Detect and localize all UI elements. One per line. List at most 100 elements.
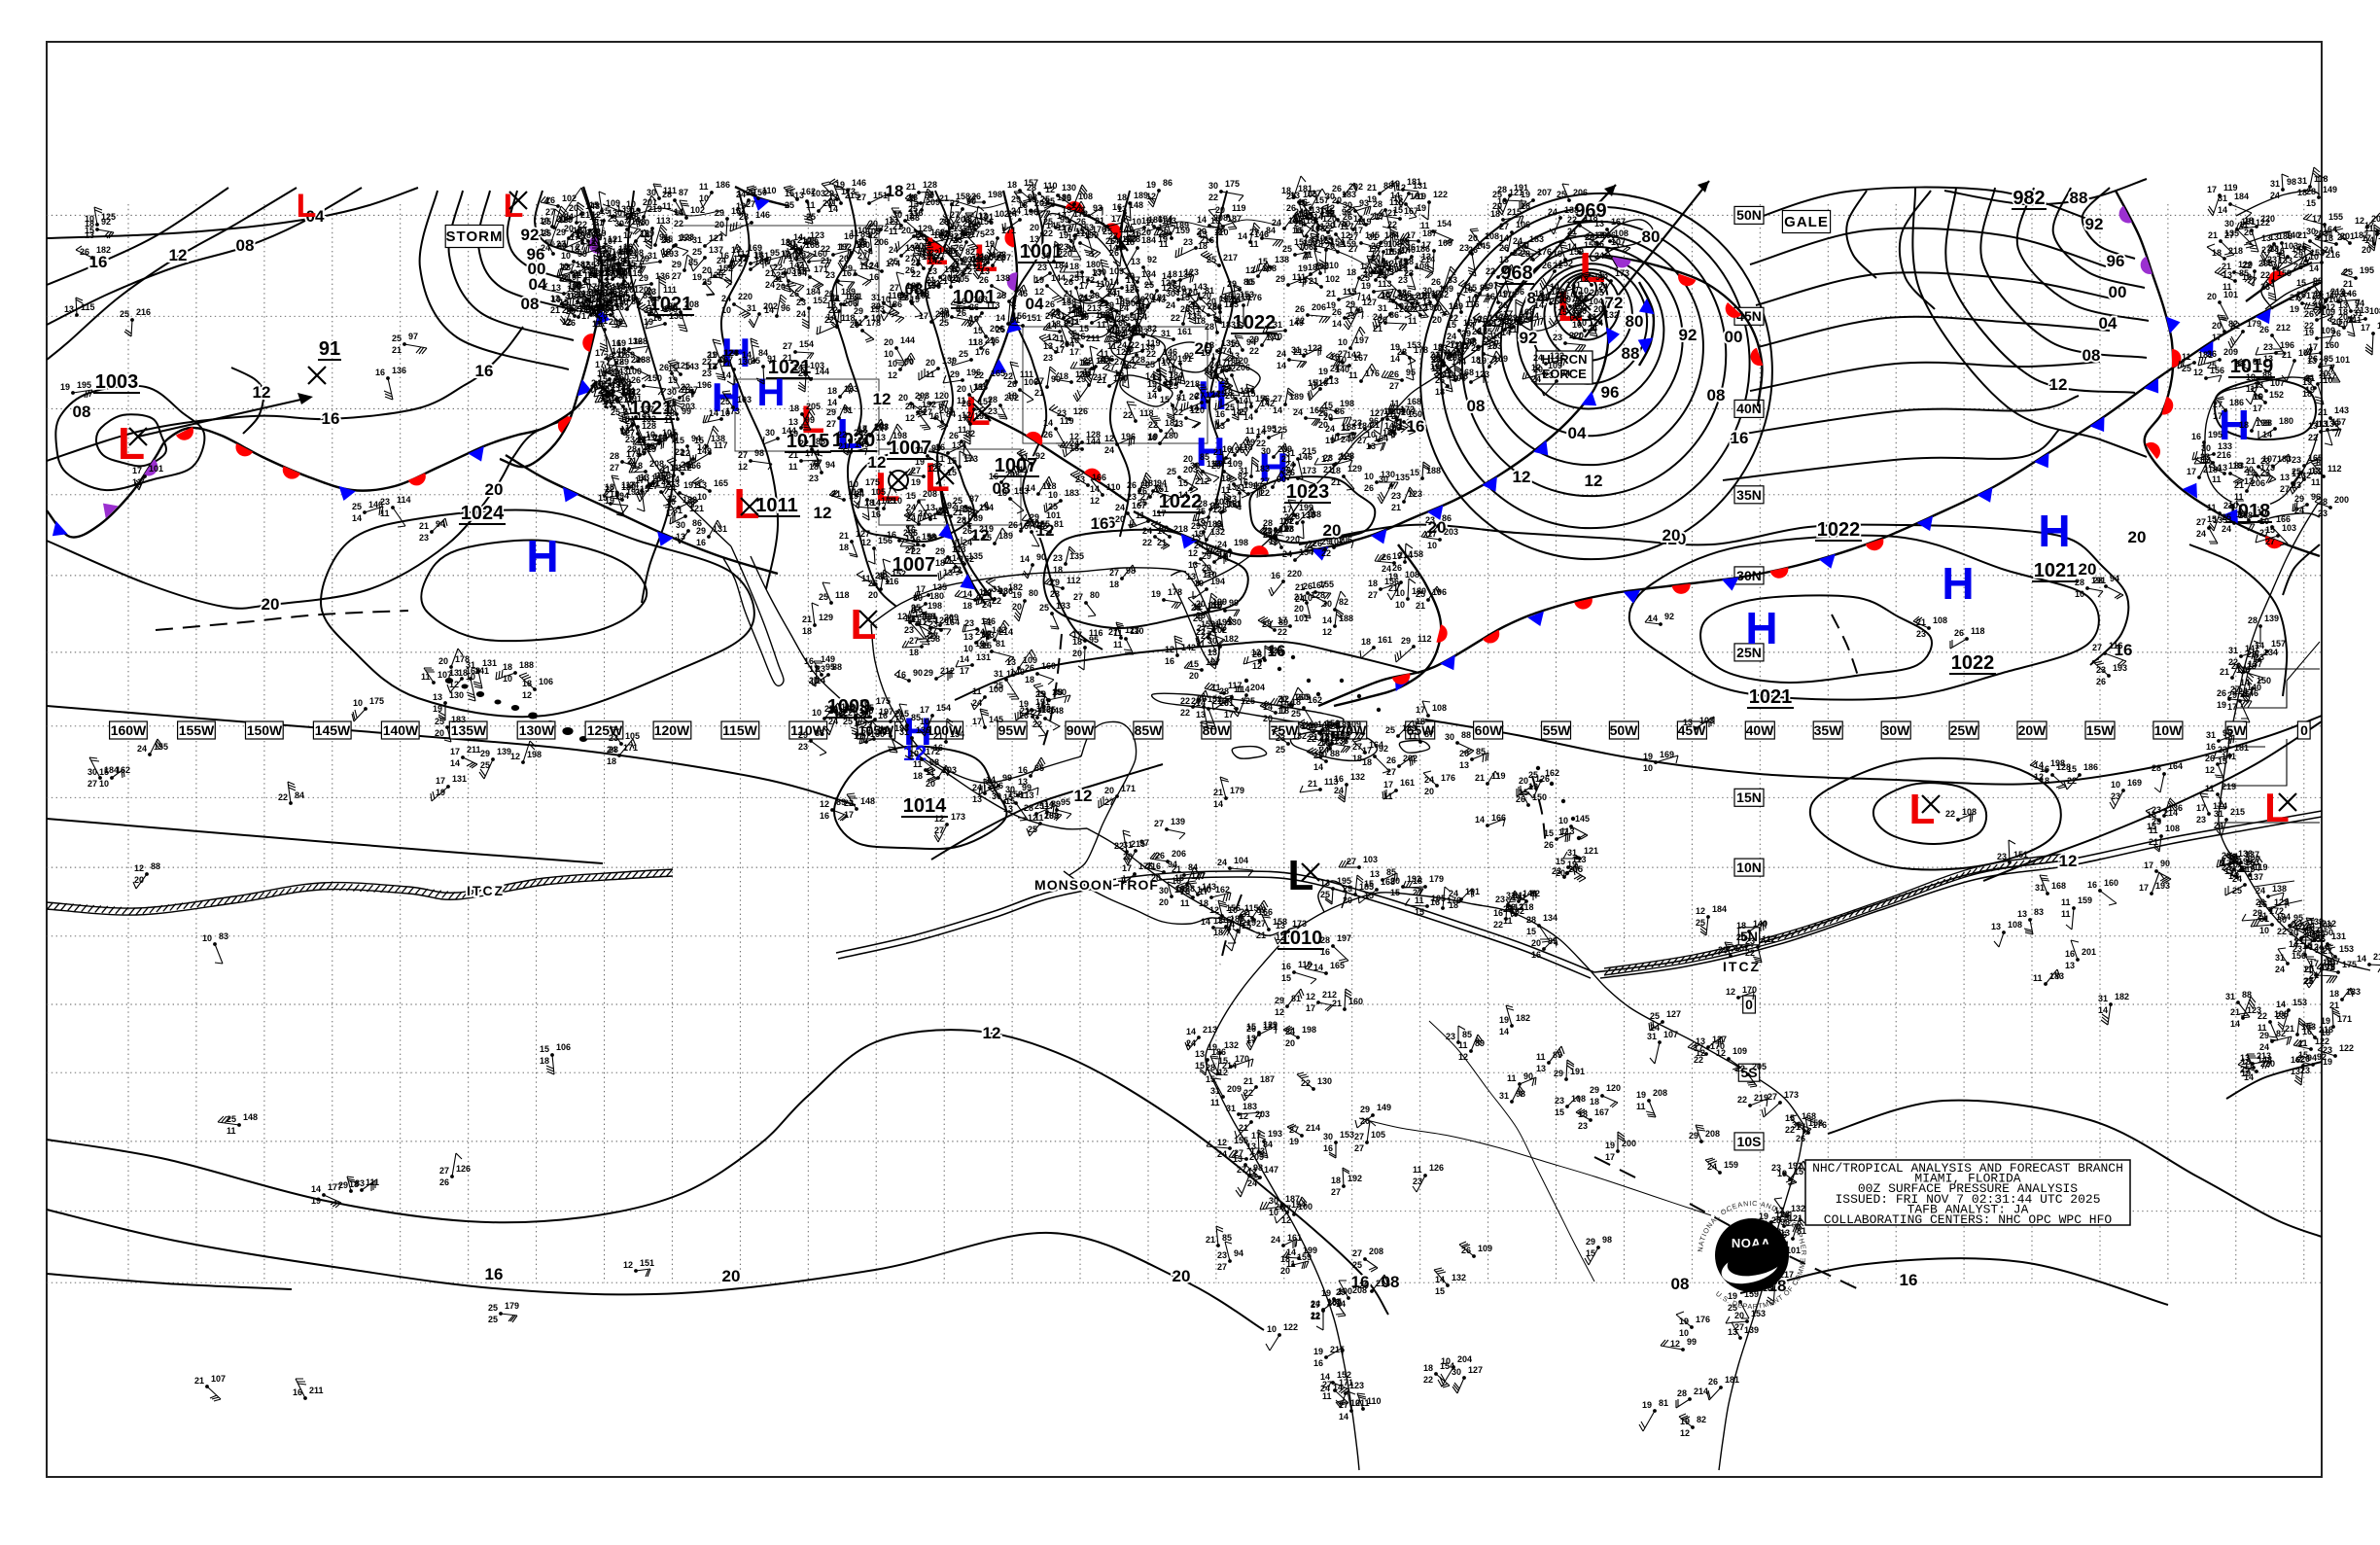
svg-text:24: 24 [1707, 1162, 1717, 1172]
svg-text:29: 29 [798, 730, 808, 740]
svg-text:25: 25 [542, 228, 551, 238]
svg-text:19: 19 [1208, 1042, 1217, 1052]
svg-text:123: 123 [2247, 1005, 2261, 1015]
svg-text:26: 26 [1796, 1134, 1805, 1143]
svg-text:12: 12 [591, 210, 601, 220]
svg-text:133: 133 [844, 384, 858, 394]
svg-text:141: 141 [1566, 280, 1581, 290]
svg-text:10S: 10S [1737, 1134, 1762, 1149]
svg-text:17: 17 [960, 666, 969, 676]
svg-text:00: 00 [528, 260, 546, 278]
svg-text:24: 24 [982, 600, 992, 610]
svg-text:92: 92 [1679, 326, 1698, 344]
svg-text:15N: 15N [1736, 790, 1762, 805]
svg-text:12: 12 [567, 284, 577, 294]
svg-text:22: 22 [1142, 538, 1152, 547]
svg-text:124: 124 [1518, 314, 1532, 324]
svg-text:138: 138 [1275, 255, 1289, 264]
svg-text:193: 193 [631, 217, 646, 227]
svg-text:26: 26 [566, 318, 576, 328]
svg-text:28: 28 [1497, 185, 1507, 194]
svg-text:96: 96 [1342, 207, 1351, 217]
svg-text:135: 135 [932, 582, 947, 592]
svg-text:153: 153 [2292, 998, 2307, 1007]
svg-text:106: 106 [556, 1042, 571, 1052]
svg-text:138: 138 [711, 434, 725, 443]
svg-text:110W: 110W [790, 722, 826, 738]
svg-text:21: 21 [1256, 931, 1266, 940]
svg-text:29: 29 [1249, 334, 1259, 344]
svg-text:23: 23 [988, 406, 998, 416]
svg-text:29: 29 [826, 407, 836, 417]
svg-text:148: 148 [1129, 200, 1143, 210]
svg-text:MONSOON TROF: MONSOON TROF [1034, 877, 1159, 893]
svg-text:138: 138 [1564, 205, 1579, 215]
svg-text:183: 183 [1255, 464, 1270, 474]
svg-text:16: 16 [820, 811, 829, 821]
svg-text:10: 10 [1318, 378, 1328, 388]
svg-text:16: 16 [935, 442, 945, 452]
svg-text:205: 205 [806, 402, 821, 411]
svg-text:15: 15 [947, 456, 957, 466]
svg-text:27: 27 [1352, 1248, 1362, 1258]
svg-text:22: 22 [844, 798, 854, 808]
svg-text:17: 17 [919, 311, 928, 321]
svg-text:18: 18 [612, 270, 621, 280]
svg-text:100: 100 [1338, 1286, 1352, 1296]
svg-text:198: 198 [1234, 538, 1248, 547]
svg-text:115: 115 [1343, 287, 1357, 297]
svg-text:160W: 160W [111, 722, 147, 738]
svg-text:86: 86 [1163, 178, 1172, 188]
svg-text:80: 80 [1626, 312, 1644, 331]
svg-text:13: 13 [550, 294, 560, 303]
svg-text:26: 26 [949, 431, 959, 440]
svg-text:1022: 1022 [1159, 491, 1203, 512]
svg-text:13: 13 [540, 228, 549, 237]
svg-text:174: 174 [1111, 214, 1126, 224]
svg-text:219: 219 [2222, 782, 2236, 791]
svg-text:148: 148 [1049, 706, 1064, 716]
svg-text:25: 25 [668, 301, 678, 311]
svg-text:STORM: STORM [446, 228, 504, 245]
svg-text:125: 125 [1482, 319, 1496, 329]
svg-text:10: 10 [1069, 335, 1079, 345]
svg-text:207: 207 [997, 253, 1011, 263]
svg-text:11: 11 [2315, 419, 2325, 429]
svg-text:96: 96 [1601, 383, 1620, 402]
svg-text:12: 12 [1034, 287, 1044, 297]
svg-text:119: 119 [1491, 771, 1506, 781]
svg-text:14: 14 [1435, 1275, 1445, 1284]
svg-text:12: 12 [903, 741, 927, 765]
svg-text:25: 25 [1048, 502, 1058, 511]
svg-text:26: 26 [2331, 329, 2341, 338]
svg-text:72: 72 [1605, 294, 1624, 312]
svg-text:197: 197 [1354, 335, 1369, 345]
svg-text:24: 24 [1449, 889, 1458, 898]
svg-text:87: 87 [679, 188, 688, 197]
svg-text:14: 14 [709, 408, 718, 418]
svg-text:25: 25 [997, 291, 1006, 300]
svg-text:14: 14 [1534, 300, 1544, 310]
svg-text:10: 10 [1395, 588, 1405, 598]
svg-text:206: 206 [874, 237, 889, 247]
svg-text:23: 23 [1127, 492, 1137, 502]
svg-text:29: 29 [1346, 299, 1355, 309]
svg-text:89: 89 [1475, 1038, 1485, 1048]
svg-text:16: 16 [804, 656, 814, 666]
svg-text:10: 10 [1427, 541, 1437, 550]
svg-text:19: 19 [1079, 312, 1089, 322]
svg-text:17: 17 [623, 230, 633, 240]
svg-text:127: 127 [1666, 1009, 1681, 1019]
svg-text:04: 04 [2099, 314, 2118, 333]
svg-text:25: 25 [120, 309, 129, 319]
svg-text:25: 25 [2232, 886, 2242, 895]
svg-text:25: 25 [996, 325, 1005, 334]
svg-text:15W: 15W [2086, 722, 2116, 738]
svg-text:13: 13 [594, 268, 604, 278]
svg-text:16: 16 [1313, 1358, 1323, 1368]
svg-text:31: 31 [994, 669, 1003, 679]
svg-text:209: 209 [2223, 347, 2238, 357]
svg-text:24: 24 [1282, 549, 1292, 559]
svg-text:08: 08 [905, 280, 924, 298]
svg-text:23: 23 [1043, 353, 1053, 363]
